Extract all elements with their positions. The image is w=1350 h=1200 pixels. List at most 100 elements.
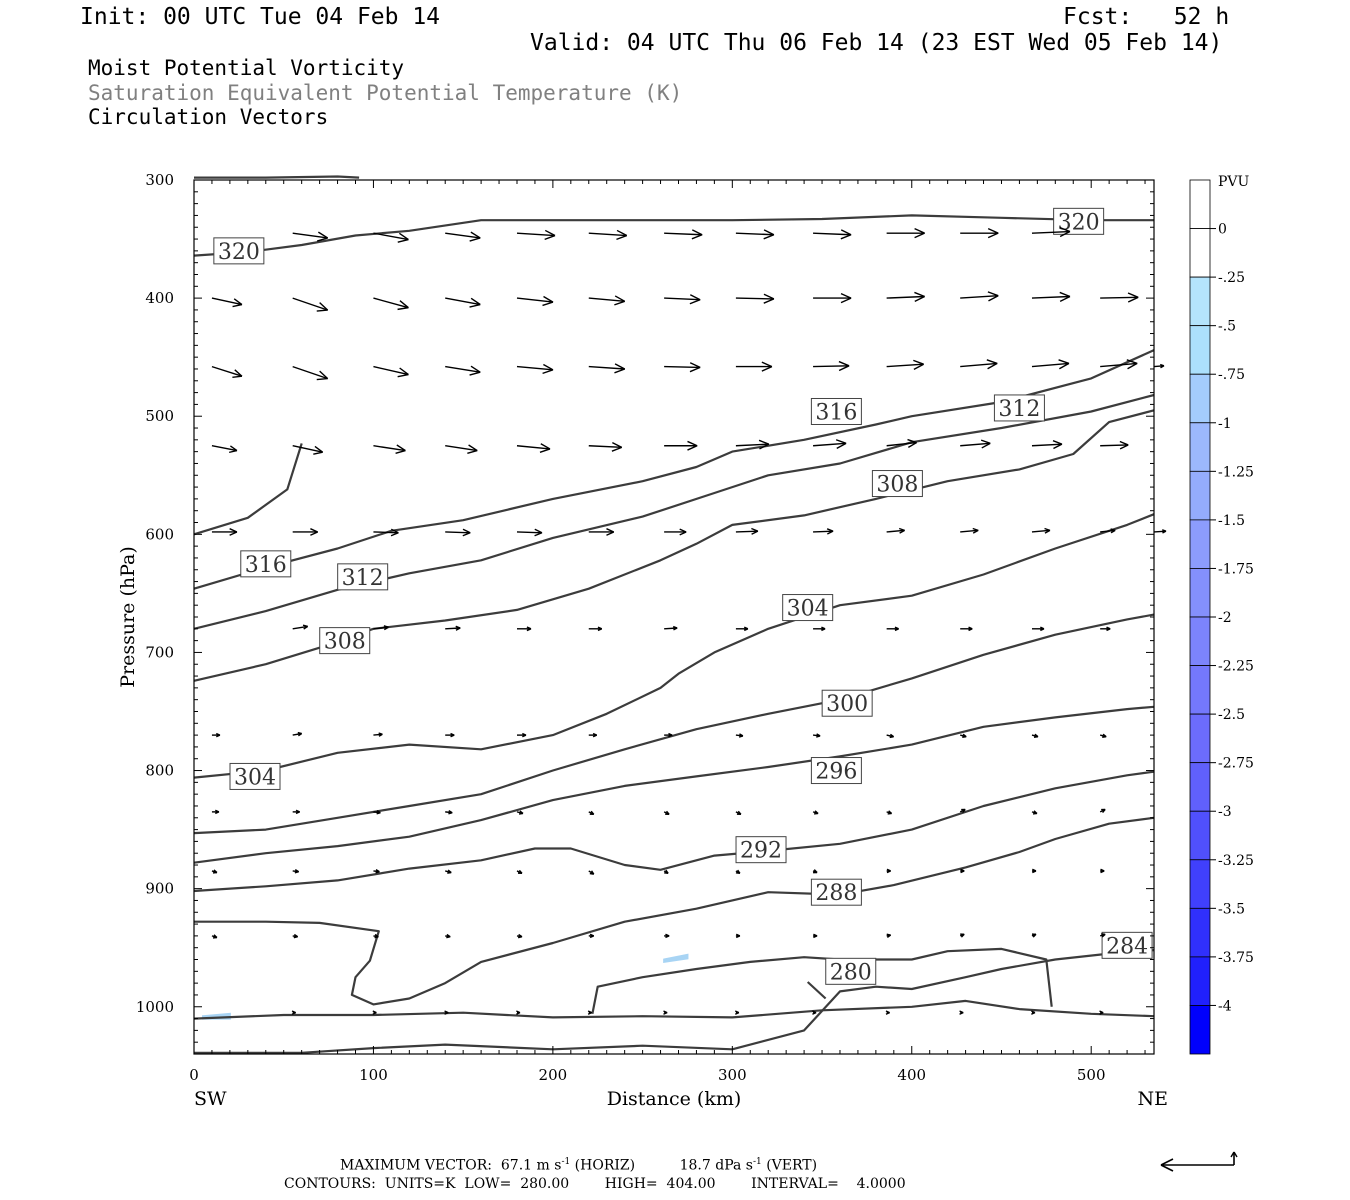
reference-vector bbox=[1160, 1151, 1238, 1172]
circulation-vector bbox=[516, 229, 556, 241]
circulation-vector bbox=[588, 626, 603, 632]
y-tick-label: 300 bbox=[145, 171, 174, 189]
circulation-vector bbox=[588, 933, 595, 939]
circulation-vector bbox=[373, 869, 380, 874]
forecast-hour: Fcst: 52 h bbox=[1063, 4, 1230, 30]
circulation-vector bbox=[516, 443, 551, 453]
circulation-vector bbox=[445, 365, 481, 376]
contour-label-box bbox=[993, 394, 1045, 422]
colorbar-label: -.75 bbox=[1218, 367, 1245, 383]
circulation-vector bbox=[211, 528, 238, 536]
circulation-vector bbox=[445, 732, 455, 738]
colorbar-swatch bbox=[1189, 568, 1211, 618]
circulation-vector bbox=[886, 626, 899, 632]
contour-line-320 bbox=[194, 175, 360, 179]
colorbar-swatch bbox=[1189, 956, 1211, 1006]
colorbar-swatch bbox=[1189, 762, 1211, 812]
circulation-vector bbox=[292, 297, 329, 312]
circulation-vector bbox=[735, 869, 741, 875]
circulation-vector bbox=[211, 297, 243, 308]
contour-label: 304 bbox=[234, 765, 276, 790]
contour-info: CONTOURS: UNITS=K LOW= 280.00 HIGH= 404.… bbox=[284, 1176, 906, 1192]
circulation-vector bbox=[516, 869, 523, 875]
contour-label: 288 bbox=[815, 881, 857, 906]
max-vector-vert-exponent: -1 bbox=[752, 1157, 762, 1167]
circulation-vector bbox=[291, 1010, 296, 1015]
contour-label: 300 bbox=[826, 692, 868, 717]
circulation-vector bbox=[735, 439, 770, 450]
max-vector-label: MAXIMUM VECTOR: bbox=[340, 1157, 492, 1174]
colorbar-swatch bbox=[1189, 810, 1211, 861]
circulation-vector bbox=[587, 1010, 593, 1015]
circulation-vector bbox=[813, 439, 847, 449]
circulation-vector bbox=[960, 228, 999, 239]
x-tick-label: 0 bbox=[189, 1066, 199, 1084]
contour-label: 312 bbox=[342, 566, 384, 591]
colorbar-swatch bbox=[1189, 665, 1211, 715]
circulation-vector bbox=[516, 295, 554, 307]
theta-es-contours: 3203203163163123123083083043043002962922… bbox=[193, 175, 1155, 1054]
circulation-vector bbox=[664, 294, 701, 305]
circulation-vector bbox=[812, 869, 818, 874]
circulation-vector bbox=[516, 732, 527, 738]
circulation-vector bbox=[516, 810, 524, 815]
circulation-vector bbox=[1031, 810, 1038, 815]
y-axis-label: Pressure (hPa) bbox=[117, 546, 139, 688]
circulation-vector bbox=[373, 365, 409, 378]
contour-label-box bbox=[1053, 207, 1105, 235]
colorbar-swatch bbox=[1189, 373, 1211, 424]
circulation-vector bbox=[292, 528, 318, 536]
circulation-vector bbox=[373, 297, 409, 311]
circulation-vector bbox=[812, 1010, 817, 1015]
circulation-vector bbox=[1031, 527, 1051, 534]
field-title-vectors: Circulation Vectors bbox=[88, 105, 329, 129]
circulation-vector bbox=[812, 810, 819, 815]
colorbar-swatch bbox=[1189, 325, 1211, 375]
circulation-vector bbox=[292, 445, 324, 455]
x-tick-label: 100 bbox=[359, 1066, 388, 1084]
circulation-vector bbox=[959, 933, 965, 938]
circulation-vector bbox=[735, 361, 773, 372]
circulation-vector bbox=[444, 1010, 449, 1015]
contour-line-280 bbox=[591, 947, 1053, 1015]
circulation-vector bbox=[588, 441, 623, 452]
init-time: Init: 00 UTC Tue 04 Feb 14 bbox=[80, 4, 441, 30]
circulation-vector bbox=[960, 733, 967, 739]
contour-label-box bbox=[319, 627, 371, 655]
circulation-vector bbox=[445, 810, 453, 815]
y-tick-label: 500 bbox=[145, 407, 174, 425]
circulation-vector bbox=[959, 1010, 964, 1015]
x-tick-label: 200 bbox=[539, 1066, 568, 1084]
circulation-vector bbox=[292, 809, 300, 815]
colorbar-label: -3.25 bbox=[1218, 853, 1254, 869]
colorbar-label: -2.75 bbox=[1218, 756, 1254, 772]
contour-label: 284 bbox=[1106, 934, 1148, 959]
colorbar-swatch bbox=[1189, 519, 1211, 569]
field-title-mpv: Moist Potential Vorticity bbox=[88, 56, 405, 80]
circulation-vector bbox=[588, 528, 615, 536]
circulation-vector bbox=[886, 933, 892, 938]
contour-label: 280 bbox=[830, 960, 872, 985]
contour-label: 308 bbox=[876, 473, 918, 498]
contour-label-box bbox=[240, 550, 292, 578]
circulation-vector bbox=[735, 229, 775, 240]
circulation-vector bbox=[960, 439, 991, 449]
circulation-vector bbox=[886, 868, 891, 874]
circulation-vector bbox=[1153, 363, 1165, 369]
circulation-vector bbox=[445, 528, 471, 537]
circulation-vector bbox=[445, 444, 478, 454]
x-tick-label: 300 bbox=[718, 1066, 747, 1084]
contour-line-284 bbox=[194, 949, 1155, 1054]
contour-label: 316 bbox=[245, 553, 287, 578]
circulation-vector bbox=[735, 933, 741, 939]
circulation-vector bbox=[588, 810, 595, 815]
circulation-vector bbox=[813, 292, 852, 304]
max-vector-horiz-tag: (HORIZ) bbox=[574, 1157, 636, 1174]
circulation-vector bbox=[886, 291, 925, 303]
y-tick-label: 400 bbox=[145, 289, 174, 307]
contour-label-box bbox=[810, 757, 862, 785]
circulation-vector bbox=[886, 733, 895, 739]
y-tick-label: 600 bbox=[145, 525, 174, 543]
circulation-vector bbox=[735, 527, 759, 535]
